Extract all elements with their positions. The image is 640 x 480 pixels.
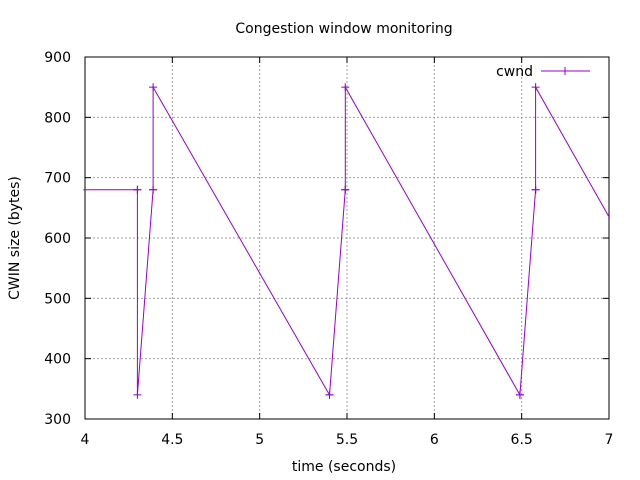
data-point-cwnd [133,390,142,399]
x-tick-label: 6 [430,432,439,448]
x-axis-label: time (seconds) [292,459,396,475]
x-tick-labels: 4 4.5 5 5.5 6 6.5 7 [81,432,614,448]
y-axis-label: CWIN size (bytes) [7,176,23,300]
data-point-cwnd [149,83,158,92]
plot-frame [84,56,610,420]
x-tick-label: 4 [81,432,90,448]
y-tick-label: 600 [44,231,71,247]
y-tick-label: 800 [44,110,71,126]
chart-title: Congestion window monitoring [235,21,452,37]
legend-label-cwnd: cwnd [496,64,533,80]
grid-lines [85,57,609,419]
data-point-cwnd [341,83,350,92]
data-point-cwnd [133,185,142,194]
y-tick-label: 700 [44,171,71,187]
x-tick-label: 5 [255,432,264,448]
data-point-cwnd [515,390,524,399]
series-line-cwnd [83,85,610,397]
y-tick-label: 400 [44,352,71,368]
y-tick-label: 300 [44,412,71,428]
x-tick-label: 5.5 [336,432,358,448]
data-point-cwnd [341,185,350,194]
series-layer [83,83,610,399]
legend-plus-marker [561,67,569,75]
x-tick-label: 6.5 [511,432,533,448]
y-tick-label: 500 [44,291,71,307]
data-point-cwnd [325,390,334,399]
legend: cwnd [496,64,590,80]
y-tick-labels: 300 400 500 600 700 800 900 [44,50,71,428]
data-point-cwnd [531,83,540,92]
data-point-cwnd [531,185,540,194]
legend-marker-cwnd [561,67,569,75]
data-point-cwnd [149,185,158,194]
x-tick-label: 7 [605,432,614,448]
y-tick-label: 900 [44,50,71,66]
x-tick-label: 4.5 [161,432,183,448]
